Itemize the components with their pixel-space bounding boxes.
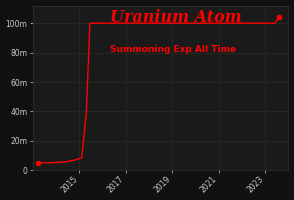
Text: Summoning Exp All Time: Summoning Exp All Time [110, 45, 236, 54]
Text: Uranium Atom: Uranium Atom [110, 9, 241, 26]
